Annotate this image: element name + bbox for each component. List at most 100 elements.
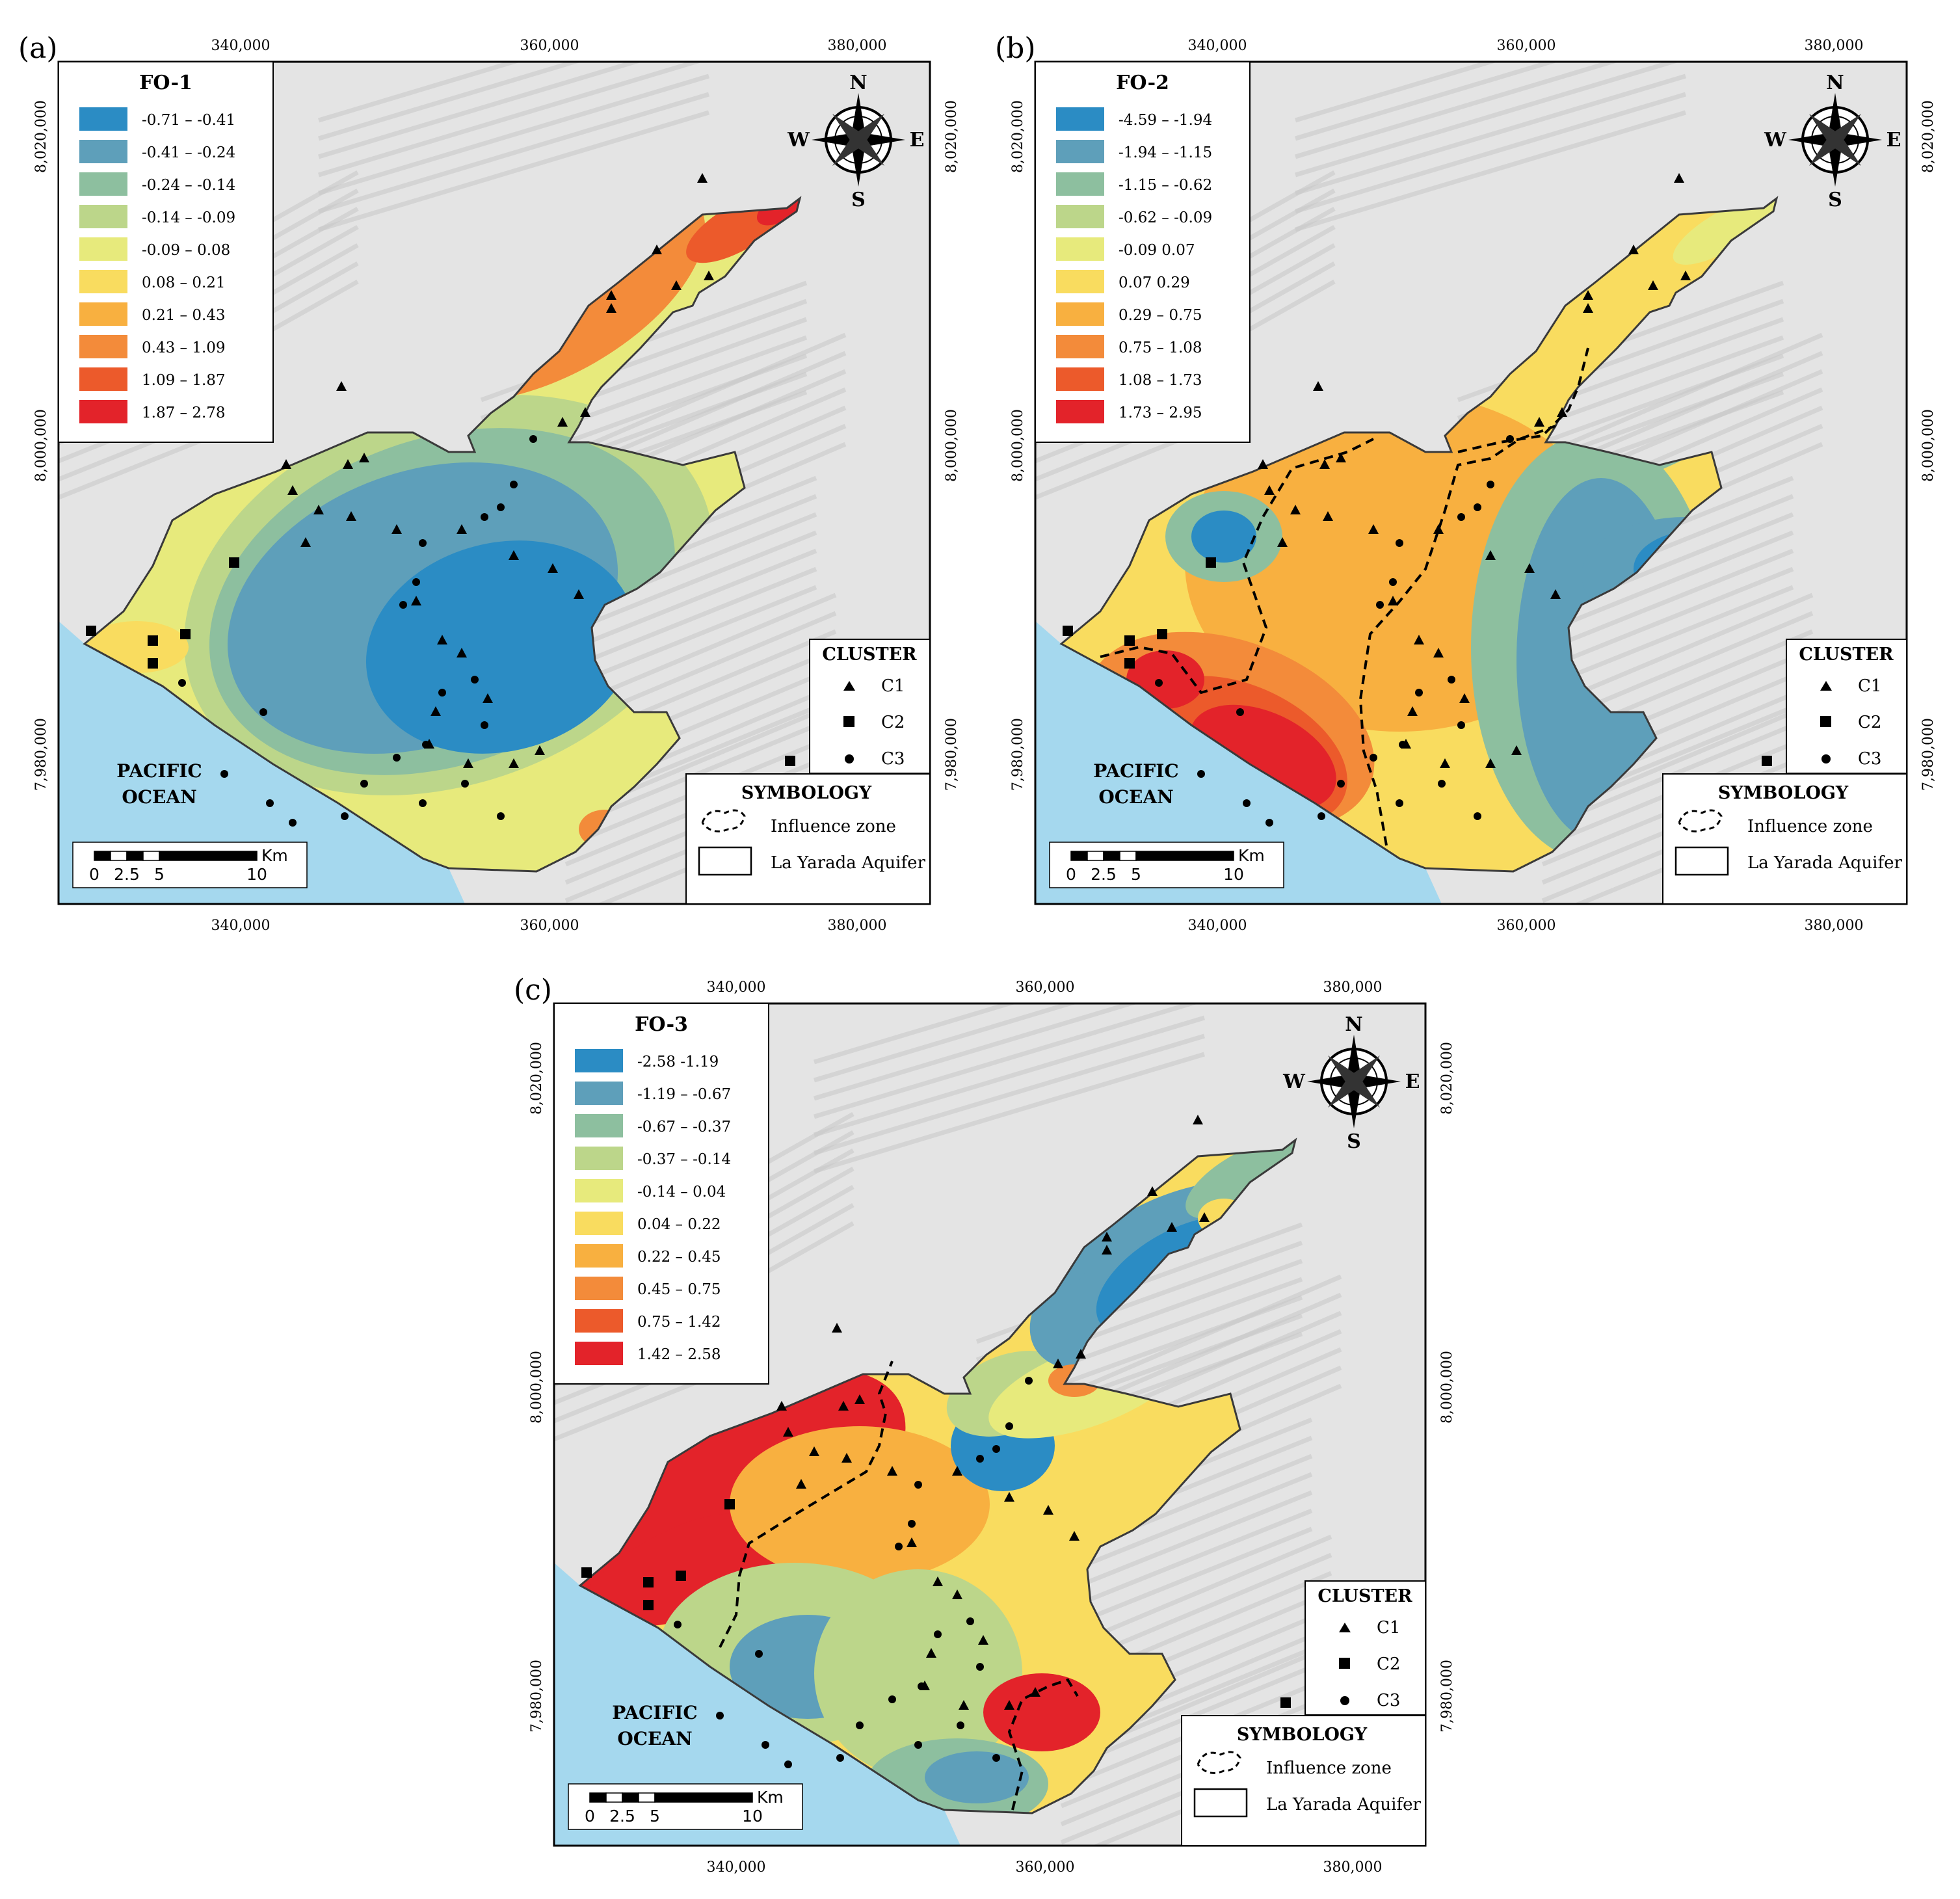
legend-swatch xyxy=(79,302,127,326)
c3-station-marker xyxy=(529,435,537,443)
scale-label: 5 xyxy=(154,865,165,884)
c1-station-marker xyxy=(287,485,298,495)
symbology-legend: SYMBOLOGY Influence zone La Yarada Aquifer xyxy=(685,773,931,905)
c3-station-marker xyxy=(1155,679,1163,687)
value-legend: FO-1 -0.71 – -0.41 -0.41 – -0.24 -0.24 – -0… xyxy=(58,61,274,443)
c3-station-marker xyxy=(992,1445,1000,1453)
legend-range: 0.75 – 1.42 xyxy=(637,1314,721,1331)
y-tick-label-right: 8,020,000 xyxy=(1439,1042,1455,1115)
c3-station-marker xyxy=(497,503,505,511)
terrain-ridge-3-0 xyxy=(1548,332,1823,455)
c1-station-marker xyxy=(1258,459,1268,469)
y-tick-label-left: 8,020,000 xyxy=(1010,100,1026,173)
compass-rose: N S E W xyxy=(1764,72,1901,211)
compass-east: E xyxy=(1405,1070,1420,1093)
c1-station-marker xyxy=(457,524,467,534)
ocean-label: PACIFIC xyxy=(116,760,202,782)
c1-station-marker xyxy=(548,563,558,573)
legend-swatch xyxy=(575,1114,623,1137)
scale-label: 0 xyxy=(89,865,99,884)
symbology-title: SYMBOLOGY xyxy=(1237,1725,1368,1745)
panel-1-frame xyxy=(57,60,931,905)
scale-label: 0 xyxy=(585,1807,595,1826)
c3-station-marker xyxy=(266,799,274,807)
panel-2-frame xyxy=(1034,60,1908,905)
c1-station-marker xyxy=(854,1394,865,1404)
c3-station-marker xyxy=(761,1741,769,1749)
ocean-label: PACIFIC xyxy=(612,1702,697,1723)
c3-station-marker xyxy=(399,601,407,609)
c3-station-marker xyxy=(461,780,469,788)
c3-station-marker xyxy=(1415,689,1423,697)
c1-station-marker xyxy=(411,596,421,605)
c2-station-marker xyxy=(86,626,96,636)
legend-range: -0.24 – -0.14 xyxy=(142,177,235,194)
c3-station-marker xyxy=(914,1741,922,1749)
legend-range: 0.43 – 1.09 xyxy=(142,339,226,356)
c2-station-marker xyxy=(1762,756,1772,766)
ocean xyxy=(59,621,465,904)
panel-2-contour-2 xyxy=(1673,198,1777,265)
cluster-item-label: C2 xyxy=(1377,1654,1400,1674)
c1-station-marker xyxy=(1193,1115,1203,1124)
compass-rose: N S E W xyxy=(1282,1013,1420,1153)
c3-station-marker xyxy=(341,812,349,820)
c3-station-marker xyxy=(178,679,186,687)
c3-station-marker xyxy=(393,754,401,762)
scale-label: 2.5 xyxy=(1091,865,1117,884)
panel-1-aquifer-outline xyxy=(83,196,802,873)
symbology-legend: SYMBOLOGY Influence zone La Yarada Aquifer xyxy=(1181,1715,1426,1846)
cluster-item-label: C2 xyxy=(1858,713,1881,732)
c2-station-marker xyxy=(148,658,158,669)
c1-station-marker xyxy=(1674,173,1684,183)
c3-station-marker xyxy=(755,1650,763,1658)
c1-station-marker xyxy=(1557,407,1567,417)
influence-zone-icon xyxy=(1678,809,1723,832)
terrain-ridge-0-3 xyxy=(1294,62,1681,178)
cluster-legend: CLUSTER C1 C2 C3 xyxy=(1786,639,1907,774)
value-legend: FO-3 -2.58 -1.19 -1.19 – -0.67 -0.67 – -0.3… xyxy=(553,1003,769,1385)
y-tick-label-left: 7,980,000 xyxy=(529,1660,545,1733)
c2-station-marker xyxy=(1063,626,1073,636)
c3-station-marker xyxy=(934,1630,942,1638)
x-tick-label-bottom: 340,000 xyxy=(707,1859,766,1876)
legend-range: 0.45 – 0.75 xyxy=(637,1281,721,1298)
legend-range: 0.08 – 0.21 xyxy=(142,274,226,291)
legend-swatch xyxy=(575,1244,623,1268)
panel-3-contour-7 xyxy=(925,1751,1029,1803)
y-tick-label-right: 8,020,000 xyxy=(1920,100,1937,173)
legend-swatch xyxy=(1056,237,1104,261)
x-tick-label-top: 380,000 xyxy=(1805,38,1864,54)
c3-station-marker xyxy=(422,741,430,749)
cluster-box xyxy=(809,639,931,774)
c1-station-marker xyxy=(671,280,682,290)
x-tick-label-bottom: 340,000 xyxy=(1188,918,1247,934)
c1-station-marker xyxy=(887,1466,897,1476)
ocean xyxy=(1035,621,1442,904)
c1-station-marker xyxy=(1319,459,1330,469)
c1-station-marker xyxy=(1583,303,1593,313)
c1-station-marker xyxy=(1313,381,1323,391)
c1-station-marker xyxy=(1323,511,1333,521)
c3-station-marker xyxy=(836,1754,844,1762)
c3-station-marker xyxy=(412,578,420,586)
panel-3-influence-zone-1 xyxy=(1007,1678,1079,1811)
c1-station-marker xyxy=(1485,550,1496,560)
y-tick-label-right: 8,000,000 xyxy=(1920,409,1937,482)
scale-segment xyxy=(1103,851,1120,861)
symbology-item-label: Influence zone xyxy=(1266,1759,1392,1778)
terrain-ridge-0-4 xyxy=(813,1015,1206,1137)
cluster-item-label: C1 xyxy=(881,676,905,696)
c1-station-marker xyxy=(1648,280,1658,290)
cluster-box xyxy=(1304,1580,1426,1716)
c3-station-marker xyxy=(716,1712,724,1720)
legend-swatch xyxy=(79,140,127,163)
c2-station-marker xyxy=(1124,658,1135,669)
compass-west: W xyxy=(1282,1070,1306,1093)
c1-station-marker xyxy=(430,706,441,716)
c2-station-marker xyxy=(1206,557,1216,568)
c2-station-marker xyxy=(643,1577,654,1587)
legend-range: -1.94 – -1.15 xyxy=(1119,144,1212,161)
scale-box xyxy=(72,842,308,888)
c3-legend-icon xyxy=(1340,1696,1349,1705)
